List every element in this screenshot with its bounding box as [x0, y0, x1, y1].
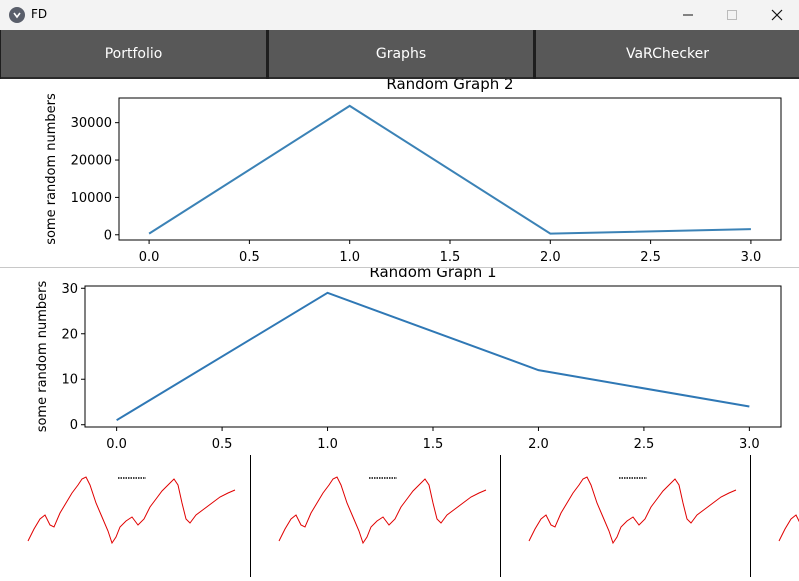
maximize-button[interactable]: [709, 0, 755, 30]
thumbnail-strip: [0, 455, 799, 577]
chart-panel-bottom: Random Graph 1 0 10 20 30 0.0 0.5 1.0 1.5 2.0 2.5 3…: [0, 263, 799, 455]
y-tick-label: 10: [61, 373, 78, 388]
series-line: [116, 291, 750, 422]
thumbnail-divider: [750, 455, 751, 577]
x-tick-label: 0.0: [139, 250, 160, 265]
line-chart-random-graph-2: Random Graph 2 0 10000 20000 30000 0.0 0.5 1.0 1…: [44, 75, 782, 265]
thumbnail-curve: [27, 476, 236, 545]
y-tick-label: 30000: [71, 116, 112, 131]
y-axis-label: some random numbers: [44, 93, 59, 245]
y-tick-label: 10000: [71, 191, 112, 206]
tab-portfolio[interactable]: Portfolio: [1, 30, 266, 79]
x-tick-label: 1.5: [440, 250, 461, 265]
x-tick-label: 0.5: [239, 250, 260, 265]
y-tick-label: 20: [61, 327, 78, 342]
thumbnail-divider: [250, 455, 251, 577]
series-line: [148, 104, 751, 235]
thumbnail-2[interactable]: [251, 455, 500, 577]
y-axis-label: some random numbers: [35, 280, 50, 432]
minimize-button[interactable]: [665, 0, 711, 30]
y-tick-label: 20000: [71, 154, 112, 169]
chart-title: Random Graph 1: [369, 268, 496, 281]
thumbnail-1[interactable]: [0, 455, 250, 577]
x-tick-label: 2.5: [634, 437, 655, 452]
maximize-icon: [727, 10, 737, 20]
x-tick-label: 2.0: [540, 250, 561, 265]
thumbnail-3[interactable]: [501, 455, 750, 577]
x-tick-label: 3.0: [741, 250, 762, 265]
tab-varchecker[interactable]: VaRChecker: [536, 30, 799, 79]
x-tick-label: 1.0: [339, 250, 360, 265]
x-tick-label: 0.0: [106, 437, 127, 452]
x-tick-label: 1.5: [423, 437, 444, 452]
thumbnail-curve: [278, 476, 487, 545]
close-icon: [771, 9, 783, 21]
thumbnail-graph-3: [528, 476, 737, 545]
plot-frame: [84, 285, 782, 428]
title-bar: FD: [0, 0, 799, 30]
line-chart-random-graph-1: Random Graph 1 0 10 20 30 0.0 0.5 1.0 1.5 2.0 2.5 3…: [35, 263, 782, 452]
thumbnail-graph-2: [278, 476, 487, 545]
thumbnail-curve: [778, 514, 799, 542]
thumbnail-4[interactable]: [751, 455, 799, 577]
chart-panel-top: Random Graph 2 0 10000 20000 30000 0.0 0.5 1.0 1…: [0, 75, 799, 267]
y-tick-label: 30: [61, 282, 78, 297]
nav-bar: Portfolio Graphs VaRChecker: [0, 30, 799, 79]
close-button[interactable]: [754, 0, 799, 30]
thumbnail-divider: [500, 455, 501, 577]
chart-title: Random Graph 2: [386, 79, 513, 93]
thumbnail-curve: [528, 476, 737, 545]
y-tick-label: 0: [104, 228, 112, 243]
thumbnail-graph-1: [27, 476, 236, 545]
y-tick-label: 0: [70, 418, 78, 433]
window-title: FD: [31, 7, 48, 21]
panel-divider: [0, 267, 799, 268]
minimize-icon: [683, 14, 693, 16]
x-tick-label: 1.0: [317, 437, 338, 452]
app-icon: [9, 7, 25, 23]
thumbnail-graph-4: [778, 514, 799, 542]
x-tick-label: 0.5: [212, 437, 233, 452]
x-tick-label: 3.0: [739, 437, 760, 452]
tab-graphs[interactable]: Graphs: [269, 30, 533, 79]
x-tick-label: 2.0: [528, 437, 549, 452]
x-tick-label: 2.5: [640, 250, 661, 265]
